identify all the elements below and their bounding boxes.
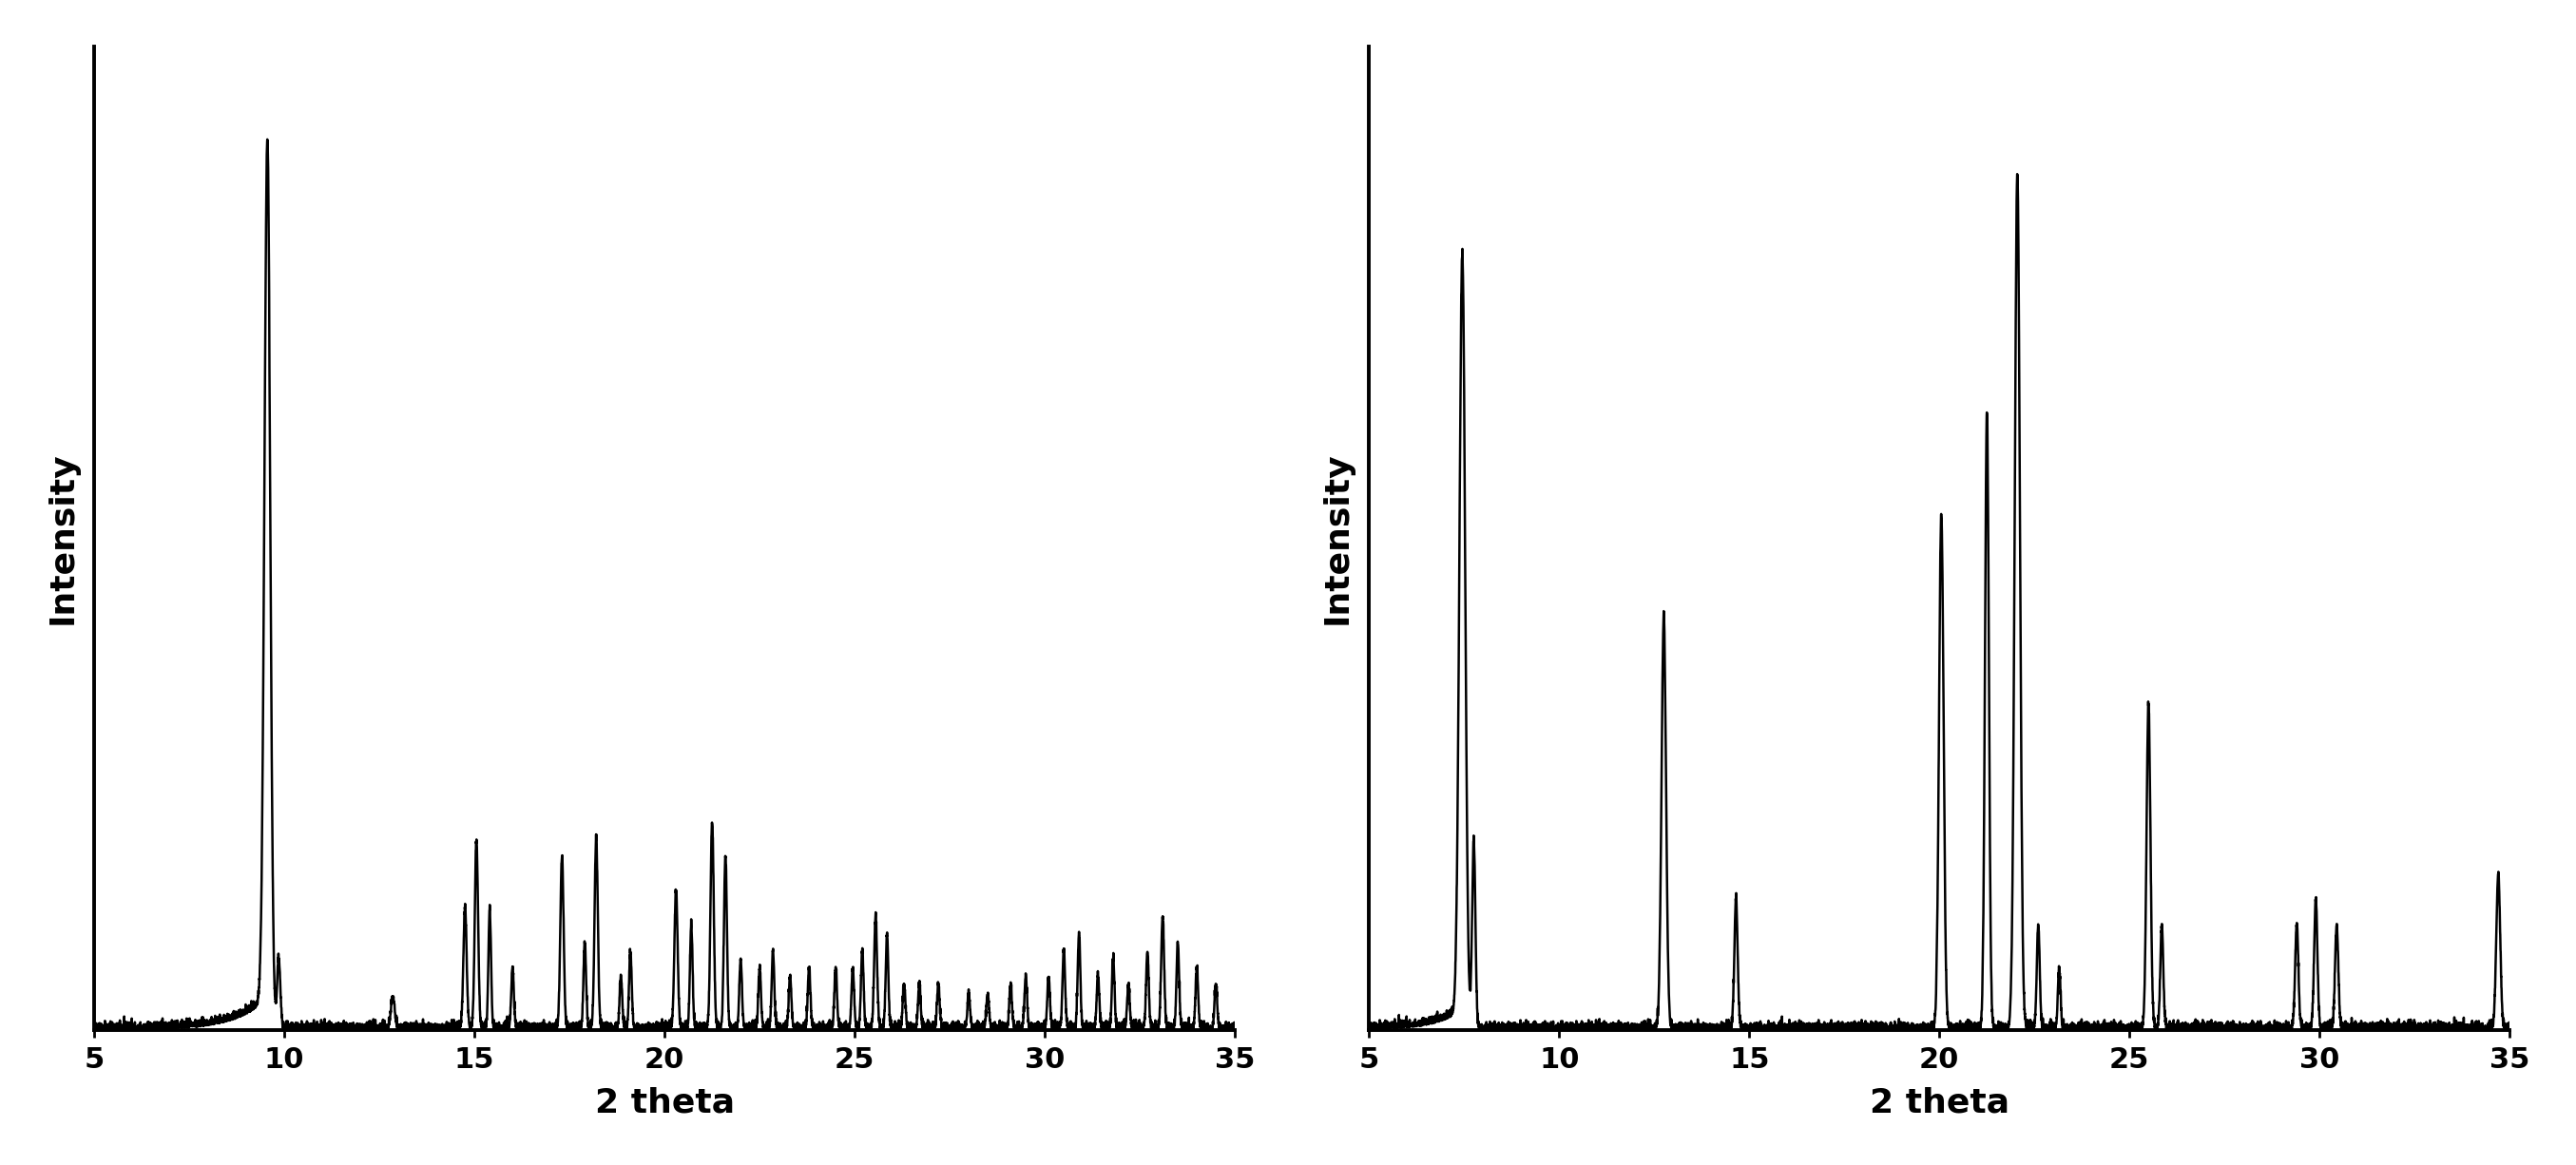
Y-axis label: Intensity: Intensity xyxy=(46,452,77,624)
X-axis label: 2 theta: 2 theta xyxy=(595,1087,734,1118)
Y-axis label: Intensity: Intensity xyxy=(1321,452,1352,624)
X-axis label: 2 theta: 2 theta xyxy=(1870,1087,2009,1118)
